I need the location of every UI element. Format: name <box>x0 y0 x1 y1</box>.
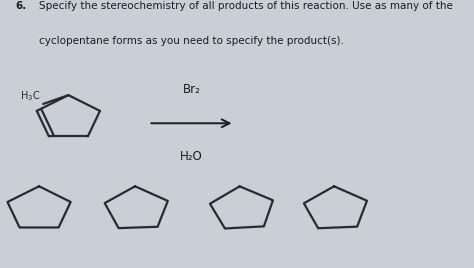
Text: Specify the stereochemistry of all products of this reaction. Use as many of the: Specify the stereochemistry of all produ… <box>39 1 453 11</box>
Text: H₂O: H₂O <box>180 150 203 163</box>
Text: cyclopentane forms as you need to specify the product(s).: cyclopentane forms as you need to specif… <box>39 36 344 46</box>
Text: Br₂: Br₂ <box>182 83 201 96</box>
Text: H$_3$C: H$_3$C <box>20 89 40 103</box>
Text: 6.: 6. <box>16 1 27 11</box>
